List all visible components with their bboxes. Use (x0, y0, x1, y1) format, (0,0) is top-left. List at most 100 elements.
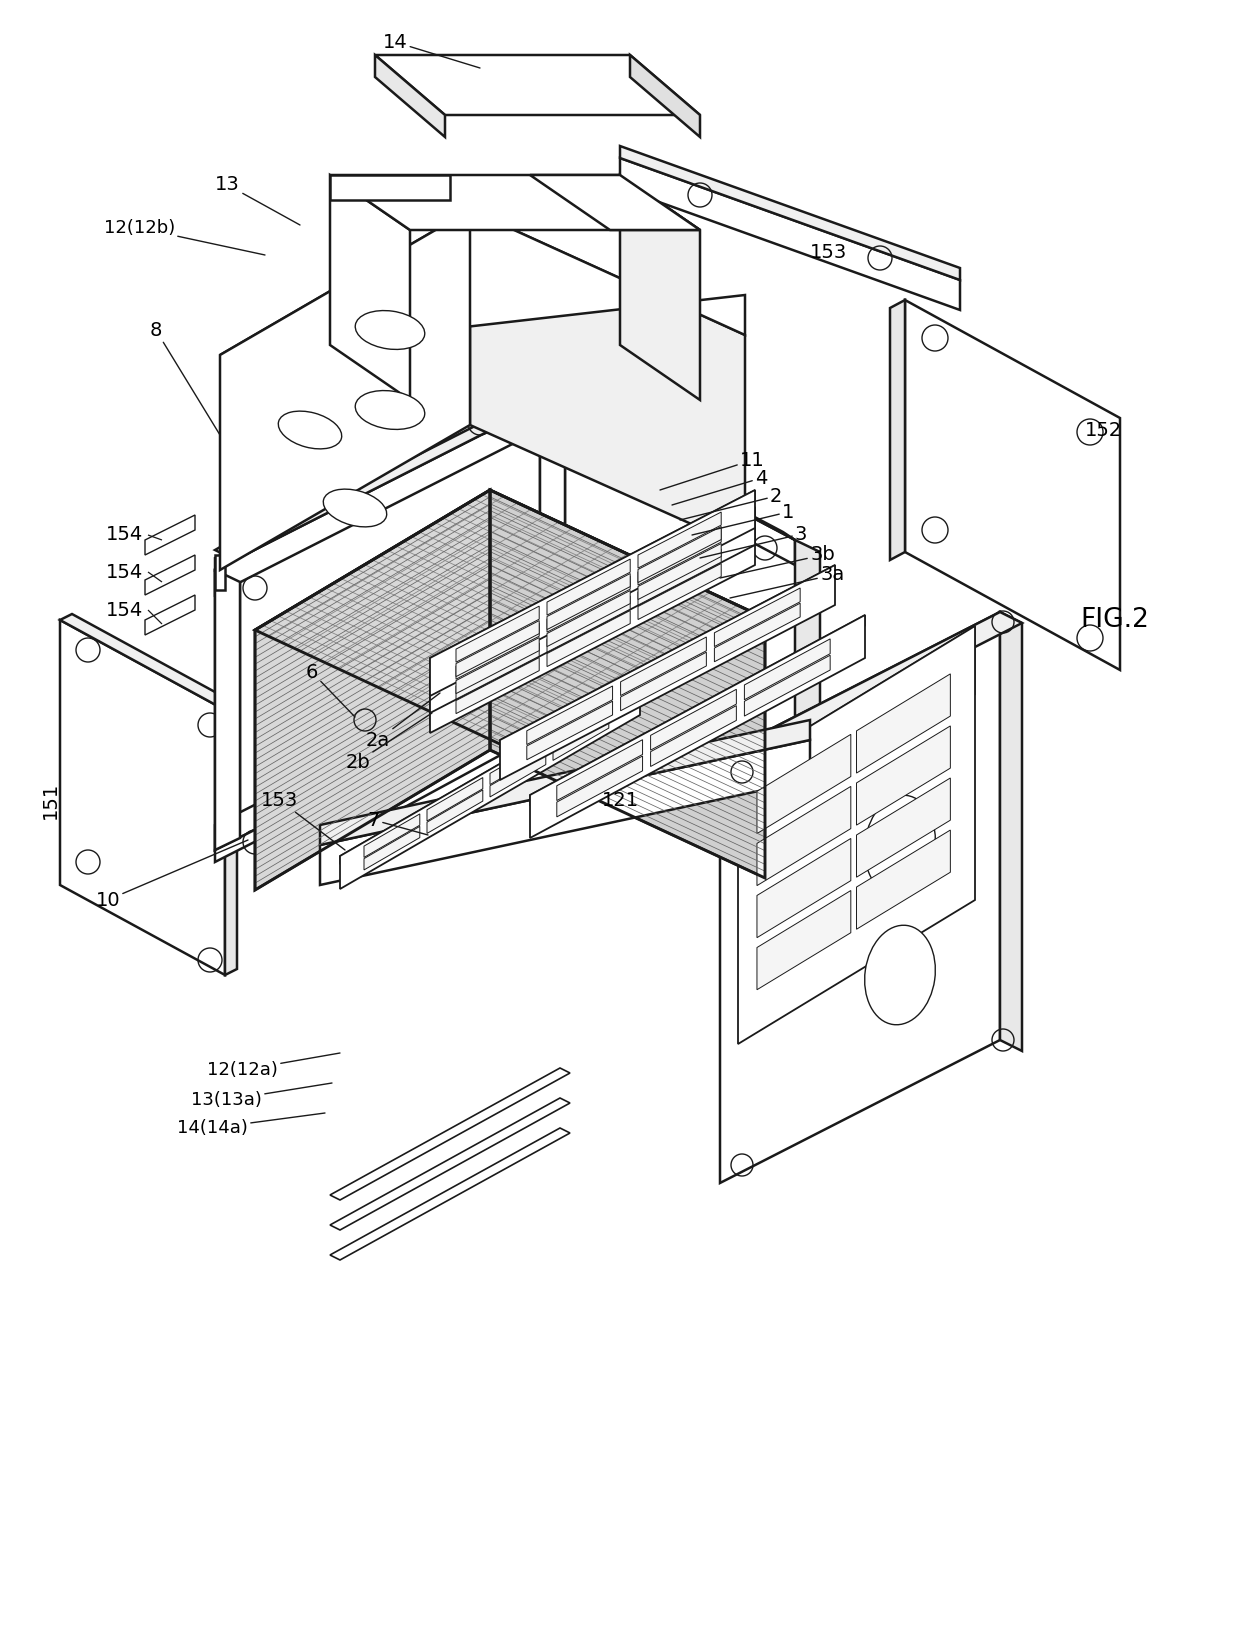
Polygon shape (490, 754, 546, 796)
Polygon shape (857, 726, 950, 826)
Polygon shape (527, 702, 613, 760)
Polygon shape (215, 556, 224, 590)
Polygon shape (557, 739, 642, 801)
Text: 154: 154 (107, 601, 144, 619)
Polygon shape (320, 739, 810, 886)
Ellipse shape (864, 925, 935, 1025)
Polygon shape (500, 566, 835, 780)
Polygon shape (714, 603, 800, 661)
Ellipse shape (278, 411, 342, 449)
Text: 6: 6 (305, 663, 355, 717)
Polygon shape (60, 621, 224, 975)
Polygon shape (720, 613, 999, 1183)
Polygon shape (547, 577, 630, 632)
Ellipse shape (355, 310, 425, 349)
Polygon shape (430, 526, 755, 733)
Polygon shape (738, 626, 975, 838)
Polygon shape (330, 1128, 570, 1259)
Text: 12(12b): 12(12b) (104, 219, 265, 255)
Polygon shape (374, 55, 701, 115)
Polygon shape (639, 543, 722, 600)
Text: 153: 153 (810, 242, 847, 262)
Polygon shape (529, 176, 701, 231)
Text: 3: 3 (701, 525, 807, 557)
Polygon shape (427, 790, 482, 834)
Polygon shape (539, 405, 795, 566)
Polygon shape (547, 559, 630, 616)
Polygon shape (427, 777, 482, 821)
Polygon shape (219, 210, 470, 570)
Polygon shape (215, 557, 241, 850)
Text: 121: 121 (601, 790, 639, 809)
Polygon shape (470, 210, 745, 548)
Text: FIG.2: FIG.2 (1080, 608, 1149, 634)
Polygon shape (553, 717, 609, 760)
Polygon shape (224, 704, 237, 975)
Polygon shape (456, 658, 539, 713)
Polygon shape (547, 590, 630, 647)
Text: 152: 152 (1085, 421, 1122, 439)
Polygon shape (215, 405, 539, 595)
Polygon shape (335, 720, 565, 868)
Polygon shape (456, 622, 539, 679)
Polygon shape (215, 660, 539, 850)
Polygon shape (639, 526, 722, 582)
Polygon shape (738, 626, 975, 1043)
Polygon shape (890, 301, 905, 561)
Polygon shape (456, 637, 539, 694)
Polygon shape (620, 637, 707, 696)
Polygon shape (529, 614, 866, 838)
Polygon shape (145, 595, 195, 635)
Text: 11: 11 (660, 450, 765, 491)
Polygon shape (795, 540, 820, 821)
Polygon shape (490, 491, 765, 878)
Polygon shape (365, 827, 420, 869)
Polygon shape (620, 158, 960, 310)
Text: 14: 14 (383, 32, 480, 68)
Polygon shape (330, 1098, 570, 1230)
Text: 12(12a): 12(12a) (207, 1053, 340, 1079)
Polygon shape (430, 635, 529, 705)
Polygon shape (639, 512, 722, 569)
Polygon shape (756, 838, 851, 938)
Polygon shape (219, 210, 745, 354)
Polygon shape (857, 674, 950, 774)
Text: 154: 154 (107, 525, 144, 544)
Polygon shape (744, 655, 830, 717)
Polygon shape (145, 556, 195, 595)
Polygon shape (547, 611, 630, 666)
Polygon shape (430, 526, 755, 705)
Text: 1: 1 (692, 502, 795, 535)
Polygon shape (547, 574, 630, 629)
Text: 2b: 2b (345, 713, 432, 772)
Ellipse shape (324, 489, 387, 526)
Polygon shape (528, 396, 795, 540)
Polygon shape (500, 566, 835, 751)
Polygon shape (651, 689, 737, 751)
Polygon shape (215, 393, 539, 570)
Polygon shape (374, 55, 445, 136)
Text: 10: 10 (95, 840, 248, 910)
Polygon shape (60, 614, 237, 710)
Polygon shape (527, 686, 613, 744)
Polygon shape (340, 682, 640, 889)
Polygon shape (340, 682, 640, 865)
Polygon shape (330, 176, 410, 400)
Text: 4: 4 (672, 468, 768, 505)
Polygon shape (620, 652, 707, 710)
Ellipse shape (355, 390, 425, 429)
Polygon shape (620, 176, 701, 400)
Polygon shape (639, 564, 722, 619)
Polygon shape (456, 621, 539, 676)
Polygon shape (639, 530, 722, 585)
Polygon shape (620, 146, 960, 280)
Polygon shape (539, 686, 795, 832)
Text: 13: 13 (216, 176, 300, 224)
Polygon shape (857, 778, 950, 878)
Polygon shape (651, 705, 737, 767)
Polygon shape (456, 644, 539, 699)
Polygon shape (430, 655, 529, 725)
Polygon shape (430, 491, 755, 696)
Polygon shape (756, 734, 851, 834)
Text: 2a: 2a (366, 692, 440, 749)
